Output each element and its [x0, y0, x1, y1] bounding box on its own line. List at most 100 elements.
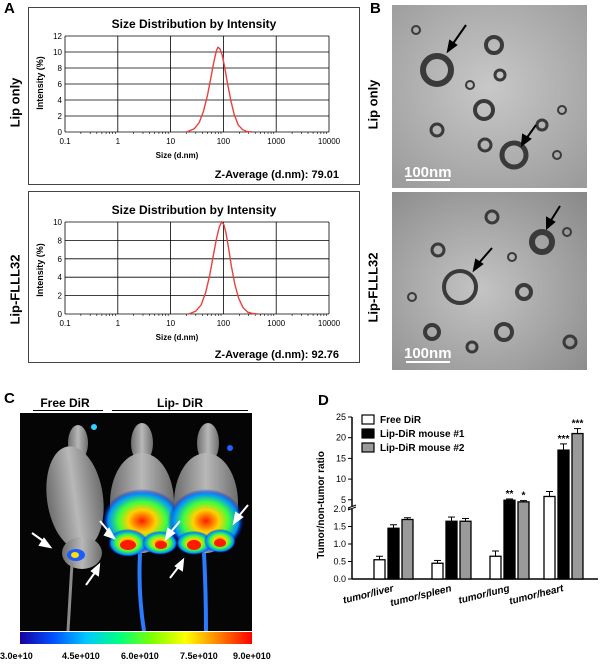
dls-ytick: 2 [58, 112, 63, 121]
legend-label: Lip-DiR mouse #2 [380, 443, 465, 454]
bar [445, 520, 458, 580]
dls-ytick: 4 [58, 96, 63, 105]
bar-category-label: tumor/heart [508, 583, 565, 607]
dls-ytick: 10 [53, 48, 62, 57]
dls-xlabel: Size (d.nm) [156, 151, 199, 160]
dls-ylabel: Intensity (%) [35, 56, 45, 110]
panel-b-row2-label: Lip-FLLL32 [365, 252, 381, 323]
dls-title: Size Distribution by Intensity [112, 17, 277, 31]
bar [431, 562, 444, 580]
bar-ytick: 25 [336, 412, 346, 422]
bar-ylabel: Tumor/non-tumor ratio [316, 451, 327, 559]
bar-category-label: tumor/lung [457, 583, 510, 606]
colorbar-tick: 6.0e+010 [121, 651, 159, 661]
tem-image-lip-flll32: 100nm [392, 192, 587, 370]
dls-xtick: 1000 [267, 319, 285, 328]
arrows [31, 504, 249, 586]
legend-swatch [361, 428, 375, 439]
legend-swatch [361, 414, 375, 425]
tem-image-lip-only: 100nm [392, 5, 587, 188]
panel-b-row1-label: Lip only [365, 79, 381, 130]
bar [401, 518, 414, 580]
dls-curve [186, 46, 253, 133]
significance-marker: * [522, 491, 526, 502]
dls-z-average: Z-Average (d.nm): 92.76 [215, 349, 339, 361]
panel-label-d: D [318, 392, 329, 409]
tem-svg: 100nm [392, 192, 587, 370]
dls-ytick: 10 [53, 218, 62, 227]
mouse-lip-dir-2 [168, 423, 244, 631]
group-label-lip-dir: Lip- DiR [157, 396, 203, 410]
group-label-free-dir: Free DiR [40, 396, 90, 410]
dls-xtick: 10000 [318, 319, 341, 328]
scale-label: 100nm [404, 164, 452, 181]
dls-xtick: 10000 [318, 137, 341, 146]
significance-marker: ** [506, 489, 514, 500]
dls-z-average: Z-Average (d.nm): 79.01 [215, 169, 339, 181]
significance-marker: *** [558, 434, 570, 445]
dls-title: Size Distribution by Intensity [112, 203, 277, 217]
bar-ytick: 0.0 [333, 574, 346, 584]
dls-curve [188, 220, 258, 315]
bar-ytick: 5 [341, 495, 346, 505]
bar-category-label: tumor/liver [342, 583, 396, 606]
dls-xtick: 10 [166, 319, 175, 328]
legend-label: Lip-DiR mouse #1 [380, 429, 465, 440]
bar [387, 527, 400, 580]
legend-swatch [361, 442, 375, 453]
colorbar-ticks: 3.0e+10 4.5e+010 6.0e+010 7.5e+010 9.0e+… [0, 651, 271, 665]
dls-ytick: 8 [58, 236, 63, 245]
ivis-svg [31, 423, 249, 631]
dls-ytick: 8 [58, 64, 63, 73]
bar-ytick: 1.0 [333, 539, 346, 549]
bar [373, 559, 386, 580]
dls-frame-lip-only: Size Distribution by Intensity Intensity… [28, 7, 360, 185]
panel-label-b: B [370, 0, 381, 17]
mouse-lip-dir-1 [102, 423, 182, 631]
legend-label: Free DiR [380, 415, 422, 426]
bar-ytick: 1.5 [333, 522, 346, 532]
bar-ytick: 0.5 [333, 557, 346, 567]
dls-xtick: 0.1 [59, 319, 71, 328]
panel-a-row2-label: Lip-FLLL32 [7, 254, 23, 325]
bar [517, 501, 530, 580]
dls-xtick: 0.1 [59, 137, 71, 146]
dls-ytick: 2 [58, 292, 63, 301]
tem-svg: 100nm [392, 5, 587, 188]
ratio-bar-chart: Tumor/non-tumor ratio 0.0 0.5 1.0 1.5 2.05 10… [316, 412, 598, 609]
panel-label-c: C [4, 390, 15, 407]
dls-ytick: 6 [58, 255, 63, 264]
ivis-image [20, 413, 252, 631]
axis-break-mark [347, 504, 357, 509]
dls-xtick: 10 [166, 137, 175, 146]
bar [571, 432, 584, 580]
dls-ytick: 12 [53, 32, 62, 41]
dls-frame-lip-flll32: Size Distribution by Intensity Intensity… [28, 191, 360, 363]
scale-label: 100nm [404, 345, 452, 362]
mouse-free-dir [46, 425, 104, 631]
dls-ytick: 4 [58, 273, 63, 282]
dls-xtick: 1 [116, 319, 121, 328]
dls-xtick: 100 [217, 319, 231, 328]
bar-ytick: 20 [336, 433, 346, 443]
dls-xlabel: Size (d.nm) [156, 333, 199, 342]
panel-a-row1-label: Lip only [7, 77, 23, 128]
group-underline-free [33, 410, 103, 411]
dls-xtick: 1000 [267, 137, 285, 146]
dls-ytick: 6 [58, 80, 63, 89]
dls-xtick: 100 [217, 137, 231, 146]
bar [543, 495, 556, 580]
dls-ylabel: Intensity (%) [35, 243, 45, 297]
colorbar-tick: 3.0e+10 [0, 651, 33, 661]
bar [459, 520, 472, 580]
bar [557, 449, 570, 580]
panel-label-a: A [4, 0, 15, 17]
group-underline-lip [112, 410, 248, 411]
bar-ytick: 2.0 [333, 504, 346, 514]
dls-xtick: 1 [116, 137, 121, 146]
bar [489, 555, 502, 580]
dls-ytick: 0 [58, 128, 63, 137]
bar-category-label: tumor/spleen [389, 583, 453, 609]
significance-marker: *** [572, 419, 584, 430]
dls-chart-lip-only: Size Distribution by Intensity Intensity… [35, 17, 341, 181]
